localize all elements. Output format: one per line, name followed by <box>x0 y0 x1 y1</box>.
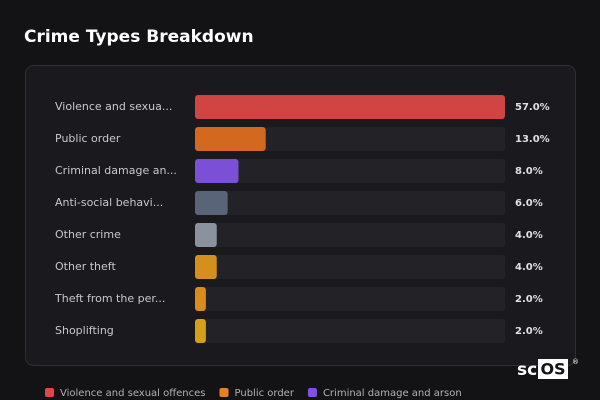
bar-track <box>195 127 505 151</box>
bar <box>195 223 217 247</box>
value-label: 4.0% <box>515 230 543 241</box>
category-label: Anti-social behavi... <box>55 196 163 209</box>
category-label: Other theft <box>55 260 116 273</box>
category-label: Violence and sexua... <box>55 100 172 113</box>
value-label: 6.0% <box>515 198 543 209</box>
bar <box>195 255 217 279</box>
value-label: 8.0% <box>515 166 543 177</box>
value-label: 57.0% <box>515 102 550 113</box>
bar <box>195 319 206 343</box>
category-label: Other crime <box>55 228 121 241</box>
value-label: 2.0% <box>515 326 543 337</box>
category-label: Public order <box>55 132 121 145</box>
category-label: Shoplifting <box>55 324 114 337</box>
bar-track <box>195 319 505 343</box>
bar-track <box>195 287 505 311</box>
value-label: 13.0% <box>515 134 550 145</box>
chart-title: Crime Types Breakdown <box>24 27 254 47</box>
bar <box>195 191 228 215</box>
category-label: Theft from the per... <box>54 292 165 305</box>
legend-swatch <box>219 388 229 397</box>
watermark-boxed: OS <box>540 360 565 379</box>
legend-label: Violence and sexual offences <box>60 388 206 399</box>
bar <box>195 95 505 119</box>
value-label: 2.0% <box>515 294 543 305</box>
bar-track <box>195 191 505 215</box>
value-label: 4.0% <box>515 262 543 273</box>
bar <box>195 127 266 151</box>
category-label: Criminal damage an... <box>55 164 177 177</box>
legend-swatch <box>307 388 317 397</box>
bar-track <box>195 223 505 247</box>
bar <box>195 287 206 311</box>
legend-label: Criminal damage and arson <box>323 388 462 399</box>
legend-swatch <box>45 388 54 397</box>
watermark-prefix: sc <box>517 360 537 380</box>
watermark-mark: ® <box>572 358 579 366</box>
bar-track <box>195 159 505 183</box>
watermark-box <box>538 359 568 379</box>
legend-label: Public order <box>235 388 295 399</box>
bar <box>195 159 239 183</box>
bar-track <box>195 255 505 279</box>
